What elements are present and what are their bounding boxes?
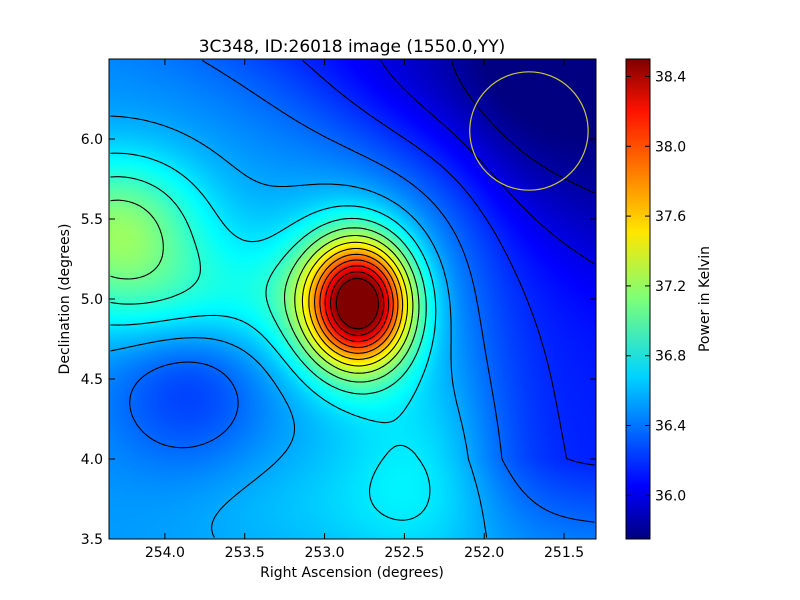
contour-line — [324, 265, 390, 343]
heatmap-image — [109, 59, 596, 539]
colorbar-label: Power in Kelvin — [697, 246, 713, 352]
beam-circle — [469, 71, 589, 191]
colorbar-tick-label: 36.0 — [655, 488, 686, 504]
colorbar-tick-label: 38.4 — [655, 69, 686, 85]
x-tick-label: 252.0 — [464, 545, 504, 561]
x-axis-ticks: 254.0 253.5 253.0 252.5 252.0 251.5 — [145, 59, 584, 561]
colorbar-tick-label: 36.8 — [655, 349, 686, 365]
y-axis-ticks: 3.5 4.0 4.5 5.0 5.5 6.0 — [81, 132, 596, 548]
y-tick-label: 6.0 — [81, 132, 103, 148]
contour-line — [335, 277, 379, 330]
contour-line — [110, 152, 437, 521]
y-tick-label: 4.0 — [81, 452, 103, 468]
x-tick-label: 251.5 — [544, 545, 584, 561]
contour-line — [129, 60, 595, 523]
contour-line — [302, 60, 595, 466]
chart-title: 3C348, ID:26018 image (1550.0,YY) — [199, 37, 506, 57]
x-tick-label: 253.0 — [305, 545, 345, 561]
contour-line — [294, 234, 414, 374]
y-tick-label: 5.5 — [81, 212, 103, 228]
y-tick-label: 4.5 — [81, 372, 103, 388]
x-tick-label: 253.5 — [225, 545, 265, 561]
contour-line — [301, 241, 409, 367]
colorbar-tick-label: 37.2 — [655, 279, 686, 295]
y-tick-label: 5.0 — [81, 292, 103, 308]
contour-line — [319, 259, 394, 348]
x-tick-label: 254.0 — [145, 545, 185, 561]
colorbar-tick-label: 37.6 — [655, 209, 686, 225]
x-axis-label: Right Ascension (degrees) — [260, 565, 444, 581]
contour-line — [380, 60, 595, 265]
colorbar: 36.0 36.4 36.8 37.2 37.6 38.0 38.4 Power in Ke… — [625, 58, 713, 540]
contour-lines — [110, 60, 595, 538]
contour-line — [314, 253, 399, 354]
contour-line — [329, 271, 385, 337]
y-tick-label: 3.5 — [81, 532, 103, 548]
contour-line — [110, 115, 488, 538]
contour-line — [110, 199, 420, 383]
x-tick-label: 252.5 — [384, 545, 424, 561]
plot-area: 254.0 253.5 253.0 252.5 252.0 251.5 3.5 4.0 4.5… — [81, 58, 597, 561]
contour-line — [308, 247, 404, 360]
contour-line — [451, 60, 595, 194]
colorbar-gradient — [625, 58, 651, 540]
colorbar-tick-label: 38.0 — [655, 139, 686, 155]
contour-line — [110, 176, 427, 395]
colorbar-tick-label: 36.4 — [655, 419, 686, 435]
y-axis-label: Declination (degrees) — [57, 224, 73, 375]
colorbar-ticks: 36.0 36.4 36.8 37.2 37.6 38.0 38.4 — [626, 69, 686, 504]
